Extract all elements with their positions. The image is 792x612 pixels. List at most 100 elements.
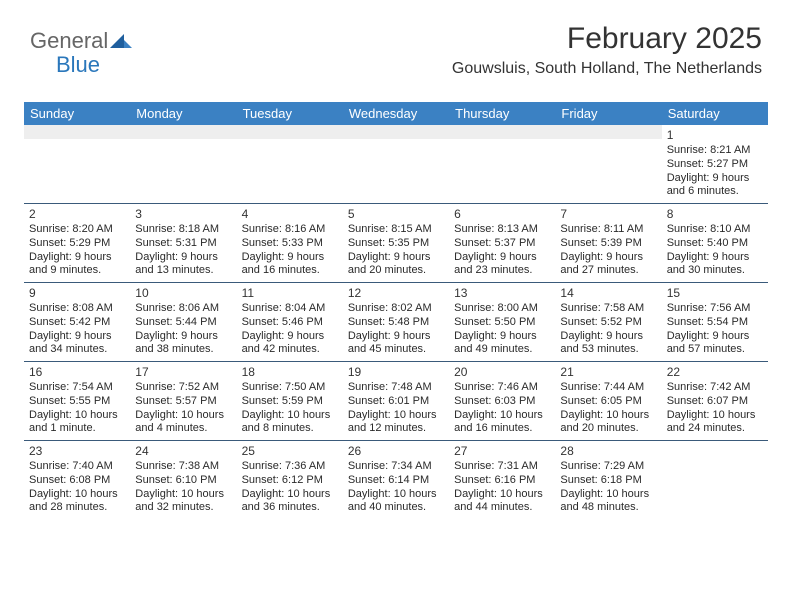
sunrise-line: Sunrise: 8:15 AM bbox=[348, 223, 444, 237]
daylight-line: Daylight: 9 hours and 9 minutes. bbox=[29, 251, 125, 279]
sunrise-line: Sunrise: 8:20 AM bbox=[29, 223, 125, 237]
day-number: 27 bbox=[454, 444, 550, 459]
day-number: 19 bbox=[348, 365, 444, 380]
sunset-line: Sunset: 5:40 PM bbox=[667, 237, 763, 251]
day-number: 26 bbox=[348, 444, 444, 459]
calendar-week: 9Sunrise: 8:08 AMSunset: 5:42 PM Daylight… bbox=[24, 282, 768, 361]
calendar-day: 23Sunrise: 7:40 AMSunset: 6:08 PMDayligh… bbox=[24, 441, 130, 519]
calendar-day: 9Sunrise: 8:08 AMSunset: 5:42 PMDaylight… bbox=[24, 283, 130, 361]
dow-cell: Wednesday bbox=[343, 102, 449, 125]
sunset-line: Sunset: 5:44 PM bbox=[135, 316, 231, 330]
calendar: SundayMondayTuesdayWednesdayThursdayFrid… bbox=[24, 102, 768, 519]
day-number: 9 bbox=[29, 286, 125, 301]
day-number: 20 bbox=[454, 365, 550, 380]
daylight-line: Daylight: 9 hours and 57 minutes. bbox=[667, 330, 763, 358]
day-number: 4 bbox=[242, 207, 338, 222]
calendar-day: 2Sunrise: 8:20 AMSunset: 5:29 PMDaylight… bbox=[24, 204, 130, 282]
calendar-day: 24Sunrise: 7:38 AMSunset: 6:10 PMDayligh… bbox=[130, 441, 236, 519]
sunset-line: Sunset: 5:55 PM bbox=[29, 395, 125, 409]
sunrise-line: Sunrise: 7:56 AM bbox=[667, 302, 763, 316]
day-number: 12 bbox=[348, 286, 444, 301]
dow-cell: Sunday bbox=[24, 102, 130, 125]
sunset-line: Sunset: 6:12 PM bbox=[242, 474, 338, 488]
sunrise-line: Sunrise: 8:21 AM bbox=[667, 144, 763, 158]
calendar-week: 23Sunrise: 7:40 AMSunset: 6:08 PMDayligh… bbox=[24, 440, 768, 519]
sunset-line: Sunset: 5:54 PM bbox=[667, 316, 763, 330]
daylight-line: Daylight: 10 hours and 20 minutes. bbox=[560, 409, 656, 437]
sunrise-line: Sunrise: 8:10 AM bbox=[667, 223, 763, 237]
sunrise-line: Sunrise: 7:42 AM bbox=[667, 381, 763, 395]
day-number: 15 bbox=[667, 286, 763, 301]
page-title: February 2025 bbox=[452, 22, 762, 56]
sunset-line: Sunset: 5:42 PM bbox=[29, 316, 125, 330]
day-number: 8 bbox=[667, 207, 763, 222]
location-subtitle: Gouwsluis, South Holland, The Netherland… bbox=[452, 60, 762, 78]
day-number: 13 bbox=[454, 286, 550, 301]
logo-triangle-icon bbox=[110, 28, 132, 54]
sunset-line: Sunset: 5:59 PM bbox=[242, 395, 338, 409]
daylight-line: Daylight: 9 hours and 30 minutes. bbox=[667, 251, 763, 279]
calendar-day: 6Sunrise: 8:13 AMSunset: 5:37 PMDaylight… bbox=[449, 204, 555, 282]
dow-cell: Tuesday bbox=[237, 102, 343, 125]
calendar-day: 4Sunrise: 8:16 AMSunset: 5:33 PMDaylight… bbox=[237, 204, 343, 282]
sunset-line: Sunset: 5:39 PM bbox=[560, 237, 656, 251]
day-number: 24 bbox=[135, 444, 231, 459]
sunset-line: Sunset: 6:03 PM bbox=[454, 395, 550, 409]
daylight-line: Daylight: 10 hours and 44 minutes. bbox=[454, 488, 550, 516]
daylight-line: Daylight: 9 hours and 42 minutes. bbox=[242, 330, 338, 358]
day-number: 25 bbox=[242, 444, 338, 459]
sunrise-line: Sunrise: 7:46 AM bbox=[454, 381, 550, 395]
sunset-line: Sunset: 6:10 PM bbox=[135, 474, 231, 488]
sunset-line: Sunset: 6:01 PM bbox=[348, 395, 444, 409]
calendar-day-empty bbox=[343, 125, 449, 139]
calendar-day-empty bbox=[449, 125, 555, 139]
calendar-day: 17Sunrise: 7:52 AMSunset: 5:57 PMDayligh… bbox=[130, 362, 236, 440]
sunset-line: Sunset: 5:46 PM bbox=[242, 316, 338, 330]
sunrise-line: Sunrise: 7:40 AM bbox=[29, 460, 125, 474]
calendar-day: 19Sunrise: 7:48 AMSunset: 6:01 PMDayligh… bbox=[343, 362, 449, 440]
sunrise-line: Sunrise: 8:08 AM bbox=[29, 302, 125, 316]
calendar-day: 18Sunrise: 7:50 AMSunset: 5:59 PMDayligh… bbox=[237, 362, 343, 440]
calendar-day: 26Sunrise: 7:34 AMSunset: 6:14 PMDayligh… bbox=[343, 441, 449, 519]
daylight-line: Daylight: 9 hours and 53 minutes. bbox=[560, 330, 656, 358]
calendar-day: 21Sunrise: 7:44 AMSunset: 6:05 PMDayligh… bbox=[555, 362, 661, 440]
calendar-day: 15Sunrise: 7:56 AMSunset: 5:54 PMDayligh… bbox=[662, 283, 768, 361]
sunrise-line: Sunrise: 8:02 AM bbox=[348, 302, 444, 316]
sunset-line: Sunset: 6:16 PM bbox=[454, 474, 550, 488]
sunset-line: Sunset: 5:48 PM bbox=[348, 316, 444, 330]
dow-cell: Monday bbox=[130, 102, 236, 125]
sunset-line: Sunset: 5:31 PM bbox=[135, 237, 231, 251]
calendar-day: 1Sunrise: 8:21 AMSunset: 5:27 PMDaylight… bbox=[662, 125, 768, 203]
header: General Blue February 2025 Gouwsluis, So… bbox=[0, 0, 792, 90]
daylight-line: Daylight: 9 hours and 23 minutes. bbox=[454, 251, 550, 279]
sunset-line: Sunset: 5:52 PM bbox=[560, 316, 656, 330]
sunrise-line: Sunrise: 8:13 AM bbox=[454, 223, 550, 237]
dow-cell: Thursday bbox=[449, 102, 555, 125]
calendar-day-empty bbox=[24, 125, 130, 139]
calendar-day-empty bbox=[237, 125, 343, 139]
calendar-day: 7Sunrise: 8:11 AMSunset: 5:39 PMDaylight… bbox=[555, 204, 661, 282]
sunrise-line: Sunrise: 7:34 AM bbox=[348, 460, 444, 474]
day-number: 11 bbox=[242, 286, 338, 301]
daylight-line: Daylight: 10 hours and 8 minutes. bbox=[242, 409, 338, 437]
sunset-line: Sunset: 5:37 PM bbox=[454, 237, 550, 251]
title-block: February 2025 Gouwsluis, South Holland, … bbox=[452, 22, 762, 78]
calendar-day: 20Sunrise: 7:46 AMSunset: 6:03 PMDayligh… bbox=[449, 362, 555, 440]
sunrise-line: Sunrise: 7:44 AM bbox=[560, 381, 656, 395]
sunrise-line: Sunrise: 7:29 AM bbox=[560, 460, 656, 474]
calendar-day: 16Sunrise: 7:54 AMSunset: 5:55 PMDayligh… bbox=[24, 362, 130, 440]
daylight-line: Daylight: 10 hours and 24 minutes. bbox=[667, 409, 763, 437]
calendar-day: 3Sunrise: 8:18 AMSunset: 5:31 PMDaylight… bbox=[130, 204, 236, 282]
calendar-day-empty bbox=[130, 125, 236, 139]
sunrise-line: Sunrise: 7:38 AM bbox=[135, 460, 231, 474]
calendar-day-empty bbox=[662, 441, 768, 519]
day-number: 2 bbox=[29, 207, 125, 222]
calendar-week: 1Sunrise: 8:21 AMSunset: 5:27 PMDaylight… bbox=[24, 125, 768, 203]
dow-cell: Friday bbox=[555, 102, 661, 125]
calendar-day: 11Sunrise: 8:04 AMSunset: 5:46 PMDayligh… bbox=[237, 283, 343, 361]
daylight-line: Daylight: 9 hours and 16 minutes. bbox=[242, 251, 338, 279]
calendar-day: 10Sunrise: 8:06 AMSunset: 5:44 PMDayligh… bbox=[130, 283, 236, 361]
sunrise-line: Sunrise: 8:04 AM bbox=[242, 302, 338, 316]
day-number: 14 bbox=[560, 286, 656, 301]
daylight-line: Daylight: 9 hours and 27 minutes. bbox=[560, 251, 656, 279]
